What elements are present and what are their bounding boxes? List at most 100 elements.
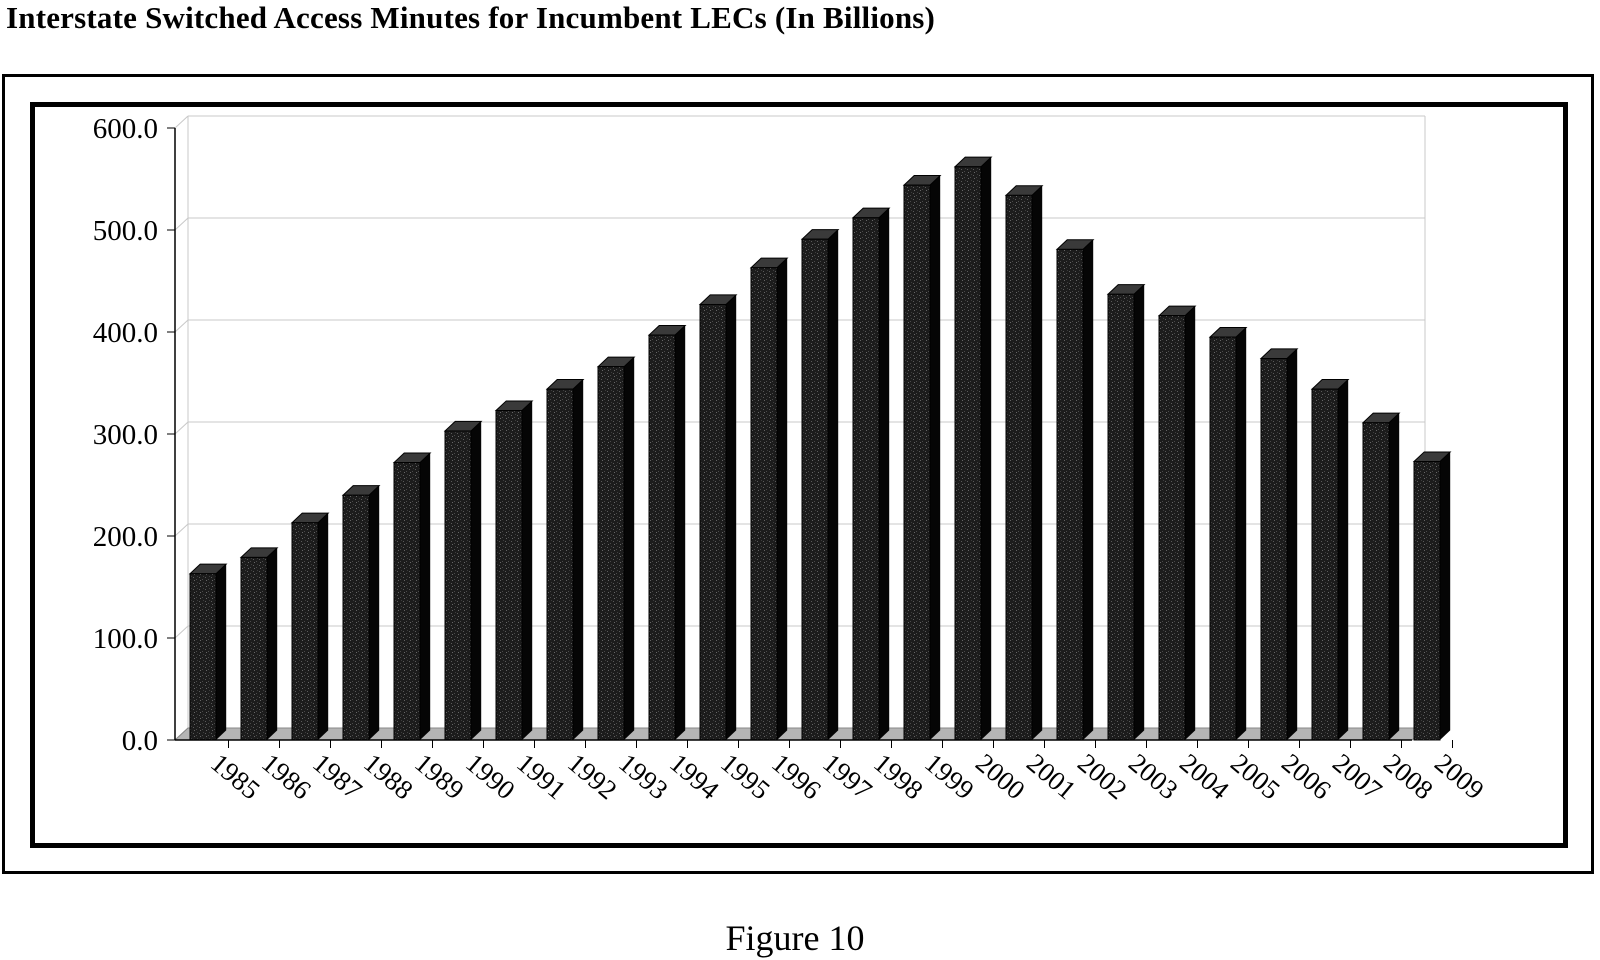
bar-front bbox=[291, 522, 319, 741]
gridline-side bbox=[174, 217, 189, 231]
bar bbox=[1055, 239, 1095, 741]
y-tick-label: 500.0 bbox=[93, 215, 158, 247]
bar-side bbox=[624, 357, 635, 740]
y-tick-label: 0.0 bbox=[122, 725, 158, 757]
x-tick-label: 1992 bbox=[562, 748, 623, 806]
x-tick-label: 2000 bbox=[970, 748, 1031, 806]
x-tick-label: 2005 bbox=[1225, 748, 1286, 806]
bar-side bbox=[1032, 185, 1043, 741]
x-tick-label: 1996 bbox=[766, 748, 827, 806]
bar-front bbox=[648, 334, 676, 741]
y-axis: 0.0 100.0 200.0 300.0 400.0 500.0 600.0 bbox=[93, 113, 176, 757]
bar-side bbox=[726, 294, 737, 740]
bar-side bbox=[1389, 413, 1400, 740]
bar-front bbox=[495, 410, 523, 741]
bar bbox=[188, 563, 228, 741]
bar-front bbox=[1107, 293, 1135, 741]
bar-side bbox=[1287, 348, 1298, 740]
bar bbox=[1208, 327, 1248, 741]
x-tick-label: 1994 bbox=[664, 748, 725, 806]
bar-front bbox=[1311, 388, 1339, 741]
bar bbox=[1361, 412, 1401, 741]
y-tick-label: 200.0 bbox=[93, 521, 158, 553]
x-tick-label: 2004 bbox=[1174, 748, 1235, 806]
bar-side bbox=[930, 175, 941, 740]
bar-side bbox=[573, 379, 584, 740]
x-tick-label: 2006 bbox=[1276, 748, 1337, 806]
bar-side bbox=[777, 258, 788, 740]
bar-side bbox=[369, 485, 380, 740]
bar-front bbox=[699, 303, 727, 741]
chart-title: Interstate Switched Access Minutes for I… bbox=[6, 0, 936, 35]
y-tick-label: 400.0 bbox=[93, 317, 158, 349]
bar bbox=[1004, 185, 1044, 741]
inner-frame bbox=[30, 102, 1568, 848]
bar-front bbox=[189, 573, 217, 741]
bar-side bbox=[1236, 327, 1247, 740]
bar-side bbox=[522, 400, 533, 740]
x-tick-label: 1993 bbox=[613, 748, 674, 806]
bar-front bbox=[393, 462, 421, 741]
x-tick-label: 2009 bbox=[1429, 748, 1490, 806]
bar bbox=[1106, 284, 1146, 741]
bar bbox=[1412, 451, 1452, 741]
bar-side bbox=[267, 547, 278, 740]
bar-front bbox=[1056, 248, 1084, 741]
bar-side bbox=[216, 564, 227, 740]
x-tick-label: 1986 bbox=[256, 748, 317, 806]
bar bbox=[1157, 305, 1197, 741]
bar-front bbox=[546, 388, 574, 741]
bar-front bbox=[597, 366, 625, 741]
bar-front bbox=[852, 217, 880, 741]
bar bbox=[800, 229, 840, 741]
x-tick-label: 2002 bbox=[1072, 748, 1133, 806]
bar-side bbox=[420, 452, 431, 740]
bar-side bbox=[879, 208, 890, 740]
x-tick-label: 1995 bbox=[715, 748, 776, 806]
bar-front bbox=[954, 166, 982, 741]
bar-side bbox=[1338, 379, 1349, 740]
x-tick-label: 1998 bbox=[868, 748, 929, 806]
bar-side bbox=[675, 325, 686, 740]
gridline-side bbox=[174, 625, 189, 639]
bar-front bbox=[1413, 461, 1441, 741]
bar-side bbox=[471, 421, 482, 740]
x-tick-label: 1989 bbox=[409, 748, 470, 806]
x-tick-label: 2003 bbox=[1123, 748, 1184, 806]
bar bbox=[545, 379, 585, 741]
bar-front bbox=[801, 238, 829, 741]
x-axis: 1985198619871988198919901991199219931994… bbox=[175, 739, 1490, 806]
bar-front bbox=[240, 556, 268, 741]
x-tick-label: 1999 bbox=[919, 748, 980, 806]
bar-side bbox=[1440, 451, 1451, 740]
x-tick-label: 2001 bbox=[1021, 748, 1082, 806]
bar-front bbox=[903, 184, 931, 741]
x-tick-label: 1985 bbox=[205, 748, 266, 806]
bar-front bbox=[1209, 336, 1237, 741]
x-tick-label: 2008 bbox=[1378, 748, 1439, 806]
x-tick-label: 1987 bbox=[307, 748, 368, 806]
y-tick-label: 100.0 bbox=[93, 623, 158, 655]
bar bbox=[239, 547, 279, 741]
x-tick-label: 1997 bbox=[817, 748, 878, 806]
bar bbox=[953, 156, 993, 741]
bar-front bbox=[444, 430, 472, 741]
bar-side bbox=[981, 157, 992, 740]
bar-side bbox=[1185, 306, 1196, 740]
bar-front bbox=[1362, 422, 1390, 741]
x-tick-label: 2007 bbox=[1327, 748, 1388, 806]
x-tick-label: 1990 bbox=[460, 748, 521, 806]
bar-side bbox=[318, 513, 329, 740]
bar-side bbox=[828, 229, 839, 740]
bar-side bbox=[1083, 239, 1094, 740]
bar bbox=[1310, 379, 1350, 741]
bar bbox=[749, 257, 789, 741]
bar-side bbox=[1134, 284, 1145, 740]
gridline-side bbox=[174, 319, 189, 333]
bar-front bbox=[342, 494, 370, 741]
bar bbox=[851, 207, 891, 741]
bar-front bbox=[1005, 194, 1033, 741]
bar bbox=[902, 175, 942, 741]
x-tick-label: 1991 bbox=[511, 748, 572, 806]
bar bbox=[341, 485, 381, 741]
